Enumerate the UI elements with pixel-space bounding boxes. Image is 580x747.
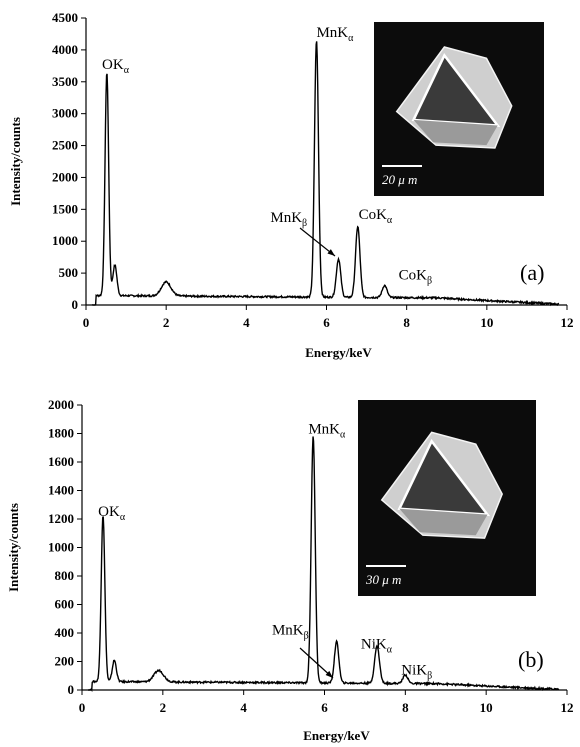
y-tick-label: 200: [55, 654, 75, 669]
y-tick-label: 1200: [48, 511, 74, 526]
y-tick-label: 2500: [52, 138, 78, 153]
x-axis-label: Energy/keV: [305, 345, 372, 360]
y-tick-label: 2000: [52, 169, 78, 184]
x-axis-label: Energy/keV: [303, 728, 370, 743]
y-tick-label: 3500: [52, 74, 78, 89]
y-tick-label: 600: [55, 597, 75, 612]
y-tick-label: 4000: [52, 42, 78, 57]
y-tick-label: 0: [68, 682, 75, 697]
y-tick-label: 800: [55, 568, 75, 583]
y-tick-label: 1800: [48, 426, 74, 441]
peak-label: MnKβ: [270, 210, 307, 229]
panel-label: (a): [520, 260, 544, 285]
peak-label: OKα: [98, 504, 126, 523]
peak-label: CoKα: [359, 207, 393, 226]
scale-bar-label: 20 μ m: [382, 172, 417, 187]
arrow-head: [327, 249, 335, 256]
peak-label: OKα: [102, 57, 130, 76]
y-tick-label: 4500: [52, 10, 78, 25]
y-tick-label: 1600: [48, 454, 74, 469]
y-axis-label: Intensity/counts: [8, 117, 23, 206]
y-tick-label: 3000: [52, 106, 78, 121]
x-tick-label: 0: [79, 700, 86, 715]
y-axis-label: Intensity/counts: [6, 503, 21, 592]
x-tick-label: 4: [243, 315, 250, 330]
x-tick-label: 10: [480, 315, 493, 330]
peak-label: NiKβ: [401, 662, 432, 681]
sem-inset-image: 30 μ m: [358, 400, 536, 596]
x-tick-label: 6: [323, 315, 330, 330]
peak-label: NiKα: [361, 637, 393, 656]
y-tick-label: 1400: [48, 483, 74, 498]
y-tick-label: 2000: [48, 397, 74, 412]
x-tick-label: 0: [83, 315, 90, 330]
x-tick-label: 10: [480, 700, 493, 715]
sem-inset-image: 20 μ m: [374, 22, 544, 196]
peak-label: MnKβ: [272, 622, 309, 641]
x-tick-label: 6: [321, 700, 328, 715]
spectrum-line: [91, 41, 560, 307]
scale-bar-label: 30 μ m: [365, 572, 401, 587]
x-tick-label: 2: [160, 700, 167, 715]
chart-panel-a: 0 500 1000 1500 2000 2500 3000 3500 4000 4500 0 2 4 6…: [8, 10, 574, 360]
x-tick-label: 8: [402, 700, 409, 715]
y-tick-label: 500: [59, 265, 79, 280]
x-tick-label: 12: [561, 700, 574, 715]
y-tick-label: 400: [55, 625, 75, 640]
y-tick-label: 1000: [52, 233, 78, 248]
chart-panel-b: 0 200 400 600 800 1000 1200 1400 1600 1800 2000 0 2 4…: [6, 397, 574, 743]
x-tick-label: 2: [163, 315, 170, 330]
y-tick-label: 1500: [52, 201, 78, 216]
peak-label: CoKβ: [399, 267, 432, 286]
arrow-head: [325, 670, 333, 678]
x-tick-label: 12: [561, 315, 574, 330]
y-tick-label: 0: [72, 297, 79, 312]
peak-label: MnKα: [308, 422, 346, 441]
y-tick-label: 1000: [48, 540, 74, 555]
x-tick-label: 8: [403, 315, 410, 330]
peak-label: MnKα: [316, 25, 354, 44]
x-tick-label: 4: [240, 700, 247, 715]
spectrum-line: [88, 436, 560, 693]
panel-label: (b): [518, 647, 544, 672]
